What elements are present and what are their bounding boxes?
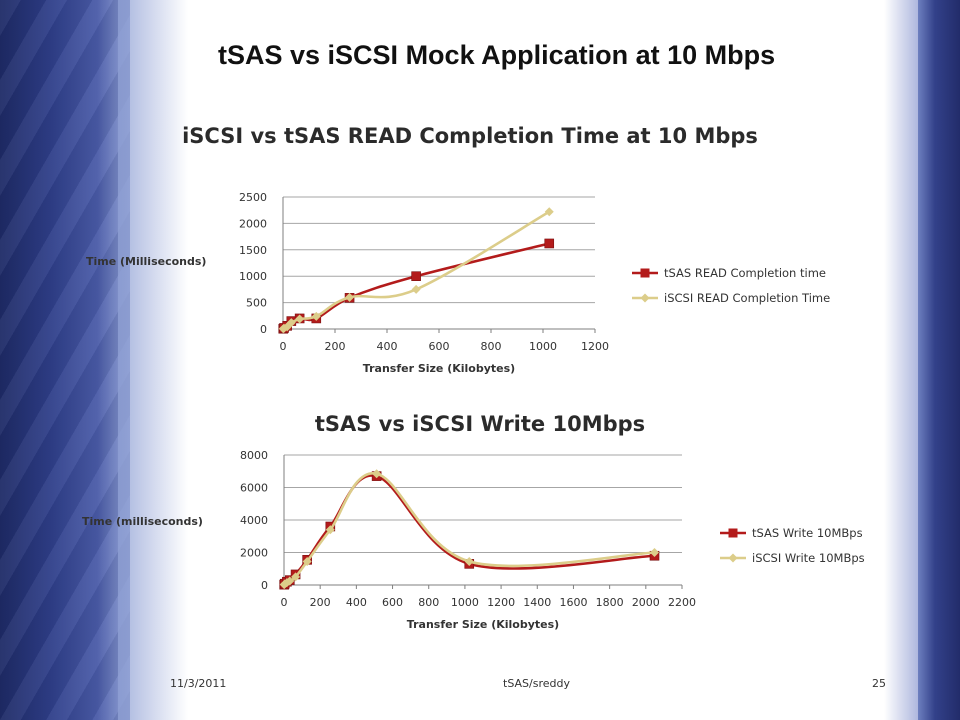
read-x-tick-label: 0	[280, 340, 287, 353]
write-legend-marker-iscsi	[728, 553, 738, 563]
read-legend-marker-tsas	[640, 268, 650, 278]
write-x-tick-label: 0	[281, 596, 288, 609]
read-x-tick-label: 400	[377, 340, 398, 353]
read-point-iscsi	[345, 292, 355, 302]
read-y-tick-label: 500	[246, 297, 267, 310]
read-point-iscsi	[286, 318, 296, 328]
read-legend-label-0: tSAS READ Completion time	[664, 266, 826, 280]
footer-author: tSAS/sreddy	[503, 677, 570, 690]
write-legend-label-0: tSAS Write 10MBps	[752, 526, 863, 540]
read-chart-title: iSCSI vs tSAS READ Completion Time at 10…	[182, 124, 758, 148]
read-x-tick-label: 200	[325, 340, 346, 353]
read-point-tsas	[411, 271, 421, 282]
write-x-tick-label: 1000	[451, 596, 479, 609]
read-point-iscsi	[295, 314, 305, 324]
write-x-tick-label: 1200	[487, 596, 515, 609]
write-point-iscsi	[372, 469, 382, 479]
read-legend-label-1: iSCSI READ Completion Time	[664, 291, 830, 305]
read-point-iscsi	[544, 207, 554, 217]
write-point-iscsi	[291, 572, 301, 582]
write-y-tick-label: 8000	[240, 449, 268, 462]
write-x-tick-label: 400	[346, 596, 367, 609]
write-y-tick-label: 2000	[240, 547, 268, 560]
write-chart-title: tSAS vs iSCSI Write 10Mbps	[314, 412, 646, 436]
write-x-tick-label: 1600	[559, 596, 587, 609]
read-point-tsas	[544, 238, 555, 249]
slide-frame-right-fade	[884, 0, 924, 720]
slide-frame-left	[0, 0, 130, 720]
read-point-iscsi	[411, 284, 421, 294]
read-x-tick-label: 800	[481, 340, 502, 353]
write-x-tick-label: 1800	[596, 596, 624, 609]
write-point-iscsi	[650, 548, 660, 557]
write-y-tick-label: 6000	[240, 482, 268, 495]
write-x-tick-label: 200	[310, 596, 331, 609]
read-point-iscsi	[311, 311, 321, 321]
read-y-tick-label: 0	[260, 323, 267, 336]
write-x-tick-label: 800	[418, 596, 439, 609]
read-y-axis-title: Time (Milliseconds)	[86, 255, 206, 268]
read-x-tick-label: 1200	[581, 340, 609, 353]
read-x-axis-title: Transfer Size (Kilobytes)	[363, 362, 515, 375]
slide-frame-left-fade	[118, 0, 188, 720]
read-series-line-1	[282, 210, 550, 330]
read-y-tick-label: 2500	[239, 191, 267, 204]
read-x-tick-label: 600	[429, 340, 450, 353]
write-point-iscsi	[464, 556, 474, 566]
page-number: 25	[872, 677, 886, 690]
write-legend-label-1: iSCSI Write 10MBps	[752, 551, 865, 565]
write-point-iscsi	[285, 576, 295, 586]
write-y-tick-label: 0	[261, 579, 268, 592]
slide-title: tSAS vs iSCSI Mock Application at 10 Mbp…	[218, 40, 776, 70]
write-x-tick-label: 600	[382, 596, 403, 609]
read-y-tick-label: 1500	[239, 244, 267, 257]
write-y-tick-label: 4000	[240, 514, 268, 527]
footer-date: 11/3/2011	[170, 677, 227, 690]
write-x-axis-title: Transfer Size (Kilobytes)	[407, 618, 559, 631]
read-legend-marker-iscsi	[640, 293, 650, 303]
write-legend-marker-tsas	[728, 528, 738, 538]
slide-frame-right	[918, 0, 960, 720]
write-point-iscsi	[325, 525, 335, 535]
write-x-tick-label: 2000	[632, 596, 660, 609]
write-y-axis-title: Time (milliseconds)	[82, 515, 203, 528]
read-x-tick-label: 1000	[529, 340, 557, 353]
write-x-tick-label: 2200	[668, 596, 696, 609]
write-x-tick-label: 1400	[523, 596, 551, 609]
read-y-tick-label: 1000	[239, 270, 267, 283]
read-y-tick-label: 2000	[239, 217, 267, 230]
slide-frame-texture	[0, 0, 130, 720]
write-point-iscsi	[302, 556, 312, 566]
